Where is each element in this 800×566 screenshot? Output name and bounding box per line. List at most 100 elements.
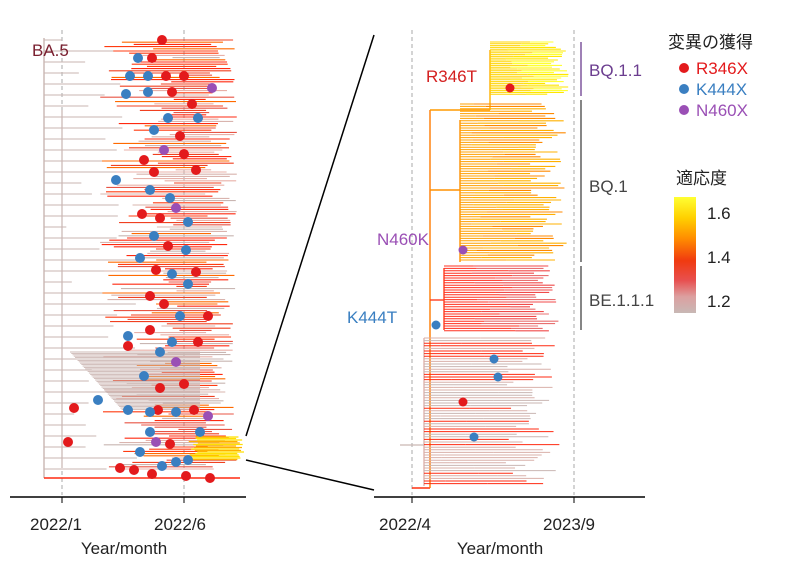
overview-mutation-dot	[189, 405, 199, 415]
overview-mutation-dot	[181, 245, 191, 255]
overview-mutation-dot	[123, 405, 133, 415]
overview-mutation-dot	[163, 241, 173, 251]
overview-mutation-dot	[205, 473, 215, 483]
overview-mutation-dot	[111, 175, 121, 185]
zoom-mutation-dot	[493, 372, 503, 382]
clade-label-be111: BE.1.1.1	[589, 291, 654, 310]
overview-x-tick-label: 2022/1	[30, 515, 82, 534]
overview-mutation-dot	[155, 213, 165, 223]
overview-x-tick-label: 2022/6	[154, 515, 206, 534]
overview-mutation-dot	[179, 149, 189, 159]
overview-mutation-dot	[123, 331, 133, 341]
overview-mutation-dot	[149, 231, 159, 241]
overview-mutation-dot	[151, 265, 161, 275]
overview-mutation-dot	[145, 407, 155, 417]
overview-mutation-dot	[165, 193, 175, 203]
overview-mutation-dot	[193, 337, 203, 347]
overview-panel: 2022/1 2022/6 Year/month BA.5	[10, 30, 246, 558]
overview-mutation-dot	[125, 71, 135, 81]
overview-mutation-dot	[179, 71, 189, 81]
overview-mutation-dot	[171, 407, 181, 417]
zoom-mutation-dot	[431, 320, 441, 330]
overview-mutation-dot	[183, 217, 193, 227]
overview-mutation-dot	[157, 461, 167, 471]
zoom-x-tick-label: 2023/9	[543, 515, 595, 534]
overview-mutation-dot	[139, 371, 149, 381]
overview-mutation-dot	[163, 113, 173, 123]
zoom-mutation-dot	[505, 83, 515, 93]
overview-mutation-dot	[159, 145, 169, 155]
overview-mutation-dot	[167, 87, 177, 97]
clade-label-bq1: BQ.1	[589, 177, 628, 196]
legend-label-n460x: N460X	[696, 101, 748, 120]
overview-mutation-dot	[143, 87, 153, 97]
overview-mutation-dot	[147, 53, 157, 63]
mutation-label-k444t: K444T	[347, 308, 397, 327]
overview-mutation-dot	[203, 411, 213, 421]
overview-mutation-dot	[167, 269, 177, 279]
legend-dot-r346x	[679, 63, 689, 73]
overview-mutation-dot	[69, 403, 79, 413]
legend-dot-n460x	[679, 105, 689, 115]
overview-mutation-dot	[161, 71, 171, 81]
overview-mutation-dot	[139, 155, 149, 165]
overview-mutation-dot	[145, 325, 155, 335]
overview-mutation-dot	[155, 383, 165, 393]
zoom-gridlines	[411, 30, 575, 495]
legend-label-k444x: K444X	[696, 80, 747, 99]
zoom-panel: 2022/4 2023/9 Year/month R346T N460K K44…	[347, 30, 654, 558]
zoom-mutation-markers	[431, 83, 515, 442]
zoom-mutation-dot	[489, 354, 499, 364]
overview-mutation-dot	[145, 185, 155, 195]
overview-mutation-dot	[149, 167, 159, 177]
legend-title: 変異の獲得	[668, 33, 753, 52]
overview-mutation-dot	[151, 437, 161, 447]
clade-label-bq11: BQ.1.1	[589, 61, 642, 80]
overview-mutation-dot	[135, 253, 145, 263]
overview-mutation-dot	[165, 439, 175, 449]
overview-mutation-dot	[207, 83, 217, 93]
overview-mutation-dot	[149, 125, 159, 135]
legend-label-r346x: R346X	[696, 59, 748, 78]
overview-mutation-dot	[171, 203, 181, 213]
colorbar-gradient	[674, 197, 696, 313]
mutation-legend: 変異の獲得 R346X K444X N460X	[668, 33, 753, 120]
overview-mutation-dot	[175, 131, 185, 141]
overview-mutation-dot	[183, 279, 193, 289]
overview-mutation-dot	[193, 113, 203, 123]
overview-mutation-markers	[63, 35, 217, 483]
overview-mutation-dot	[155, 347, 165, 357]
colorbar-title: 適応度	[676, 169, 727, 188]
overview-mutation-dot	[191, 267, 201, 277]
overview-x-axis-label: Year/month	[81, 539, 167, 558]
overview-mutation-dot	[171, 357, 181, 367]
mutation-label-n460k: N460K	[377, 230, 430, 249]
zoom-mutation-dot	[469, 432, 479, 442]
overview-mutation-dot	[195, 427, 205, 437]
zoom-mutation-dot	[458, 245, 468, 255]
overview-mutation-dot	[145, 291, 155, 301]
overview-mutation-dot	[203, 311, 213, 321]
zoom-connector-bottom	[245, 459, 375, 491]
overview-mutation-dot	[159, 299, 169, 309]
zoom-connector-top	[245, 34, 375, 437]
overview-mutation-dot	[115, 463, 125, 473]
zoom-mutation-dot	[458, 397, 468, 407]
colorbar-tick: 1.6	[707, 204, 731, 223]
overview-mutation-dot	[157, 35, 167, 45]
overview-mutation-dot	[171, 457, 181, 467]
overview-mutation-dot	[137, 209, 147, 219]
overview-mutation-dot	[123, 341, 133, 351]
overview-mutation-dot	[93, 395, 103, 405]
zoom-x-axis-label: Year/month	[457, 539, 543, 558]
overview-mutation-dot	[145, 427, 155, 437]
overview-mutation-dot	[175, 311, 185, 321]
zoom-x-tick-label: 2022/4	[379, 515, 431, 534]
overview-mutation-dot	[191, 165, 201, 175]
overview-title: BA.5	[32, 41, 69, 60]
mutation-label-r346t: R346T	[426, 67, 477, 86]
overview-mutation-dot	[129, 465, 139, 475]
fitness-colorbar: 適応度 1.6 1.4 1.2	[674, 169, 731, 313]
